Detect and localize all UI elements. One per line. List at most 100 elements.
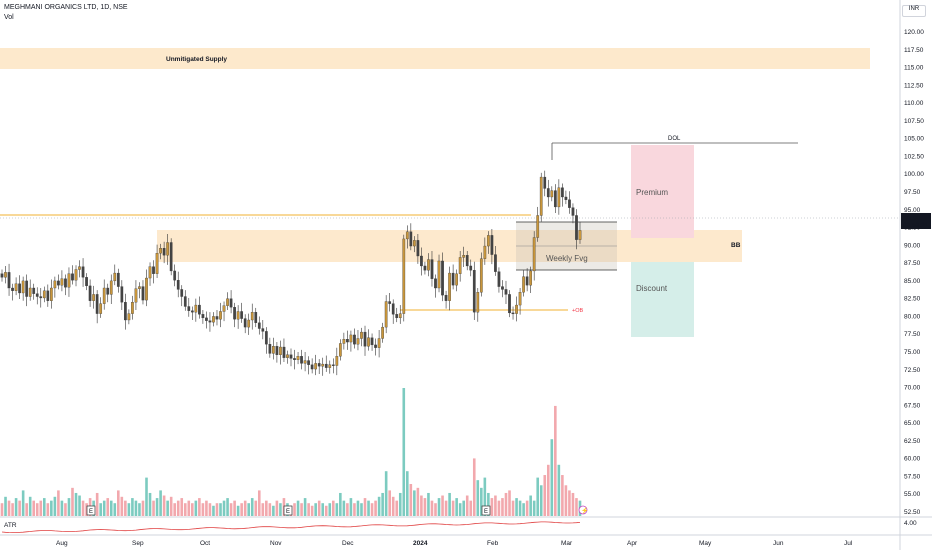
volume-bar xyxy=(536,477,540,516)
price-tick-label: 75.00 xyxy=(904,349,921,356)
candle-body xyxy=(28,287,32,297)
volume-bar xyxy=(198,498,201,516)
candle-body xyxy=(74,269,78,281)
volume-bar xyxy=(222,500,226,516)
symbol-title[interactable]: MEGHMANI ORGANICS LTD, 1D, NSE xyxy=(4,4,128,11)
volume-bar xyxy=(441,495,444,516)
candle-body xyxy=(483,245,487,259)
price-axis[interactable]: 120.00 117.50 115.00 112.50 110.00 107.50 105.… xyxy=(904,29,924,516)
price-tick-label: 87.50 xyxy=(904,260,921,267)
price-tick-label: 67.50 xyxy=(904,402,921,409)
candle-body xyxy=(490,235,494,255)
volume-bar xyxy=(265,500,268,516)
candle-body xyxy=(349,334,353,343)
volume-bar xyxy=(476,480,480,516)
volume-bar xyxy=(321,503,325,516)
candle-body xyxy=(0,273,4,278)
volume-bar xyxy=(28,496,32,516)
candle-body xyxy=(64,278,67,288)
lightning-icon[interactable] xyxy=(578,505,588,515)
volume-bar xyxy=(187,500,191,516)
earnings-marker[interactable]: E xyxy=(481,505,491,516)
candle-body xyxy=(95,294,99,314)
volume-bar xyxy=(215,503,219,516)
candle-body xyxy=(81,266,85,278)
candle-body xyxy=(381,326,384,339)
volume-bar xyxy=(423,498,427,516)
candle-body xyxy=(35,293,39,297)
volume-bar xyxy=(53,496,57,516)
volume-bar xyxy=(64,503,67,516)
candle-body xyxy=(240,311,244,319)
price-tick-label: 77.50 xyxy=(904,331,921,338)
price-tick-label: 85.00 xyxy=(904,278,921,285)
volume-bar xyxy=(219,503,222,516)
candle-body xyxy=(307,360,310,365)
volume-bar xyxy=(462,500,465,516)
volume-bar xyxy=(35,503,39,516)
candle-body xyxy=(194,304,198,313)
volume-bar xyxy=(501,498,504,516)
volume-bar xyxy=(307,503,310,516)
volume-bar xyxy=(568,490,571,516)
time-axis[interactable]: Aug Sep Oct Nov Dec 2024 Feb Mar Apr May Jun Jul xyxy=(56,540,853,547)
candle-body xyxy=(324,363,328,368)
volume-bar xyxy=(339,492,342,516)
currency-button[interactable]: INR xyxy=(902,5,926,17)
price-tick-label: 52.50 xyxy=(904,509,921,516)
candle-body xyxy=(296,356,300,360)
candle-body xyxy=(25,280,29,297)
volume-bar xyxy=(543,475,547,516)
candle-body xyxy=(250,312,254,321)
volume-legend[interactable]: Vol xyxy=(4,14,14,21)
earnings-marker[interactable]: E xyxy=(283,505,293,516)
volume-bar xyxy=(134,500,138,516)
candle-body xyxy=(159,248,162,254)
price-tick-label: 80.00 xyxy=(904,313,921,320)
volume-bar xyxy=(458,503,462,516)
volume-bar xyxy=(226,498,229,516)
candle-body xyxy=(374,344,377,348)
volume-bar xyxy=(57,490,60,516)
volume-bar xyxy=(504,492,508,516)
candle-body xyxy=(328,364,332,368)
candle-body xyxy=(529,270,533,286)
candle-body xyxy=(289,354,293,359)
candle-body xyxy=(176,280,180,290)
candle-body xyxy=(353,334,356,345)
volume-bar xyxy=(420,495,423,516)
earnings-marker[interactable]: E xyxy=(86,505,96,516)
svg-text:E: E xyxy=(484,509,488,515)
candle-body xyxy=(173,270,177,281)
candle-body xyxy=(356,338,360,345)
candle-body xyxy=(501,286,504,290)
candle-body xyxy=(272,346,275,354)
candle-body xyxy=(317,363,321,367)
weekly-fvg-label: Weekly Fvg xyxy=(546,254,588,263)
candle-body xyxy=(462,255,466,258)
candle-body xyxy=(14,283,18,291)
volume-bar xyxy=(480,487,483,516)
volume-bar xyxy=(194,500,198,516)
candle-body xyxy=(402,238,406,314)
candle-body xyxy=(571,207,575,216)
candle-body xyxy=(180,289,184,297)
volume-bar xyxy=(406,471,409,516)
volume-bar xyxy=(508,490,511,516)
candle-body xyxy=(60,278,64,286)
volume-bar xyxy=(391,496,395,516)
volume-bar xyxy=(32,500,36,516)
current-price-value: 93.90 xyxy=(904,215,921,222)
candle-body xyxy=(331,364,335,366)
volume-bar xyxy=(490,498,494,516)
candle-body xyxy=(138,286,141,289)
candle-body xyxy=(522,276,525,293)
volume-bar xyxy=(335,503,339,516)
candle-body xyxy=(183,296,187,307)
candle-body xyxy=(518,292,522,306)
candle-body xyxy=(212,316,215,323)
volume-bar xyxy=(349,498,353,516)
volume-bar xyxy=(346,503,349,516)
volume-bar xyxy=(525,500,529,516)
